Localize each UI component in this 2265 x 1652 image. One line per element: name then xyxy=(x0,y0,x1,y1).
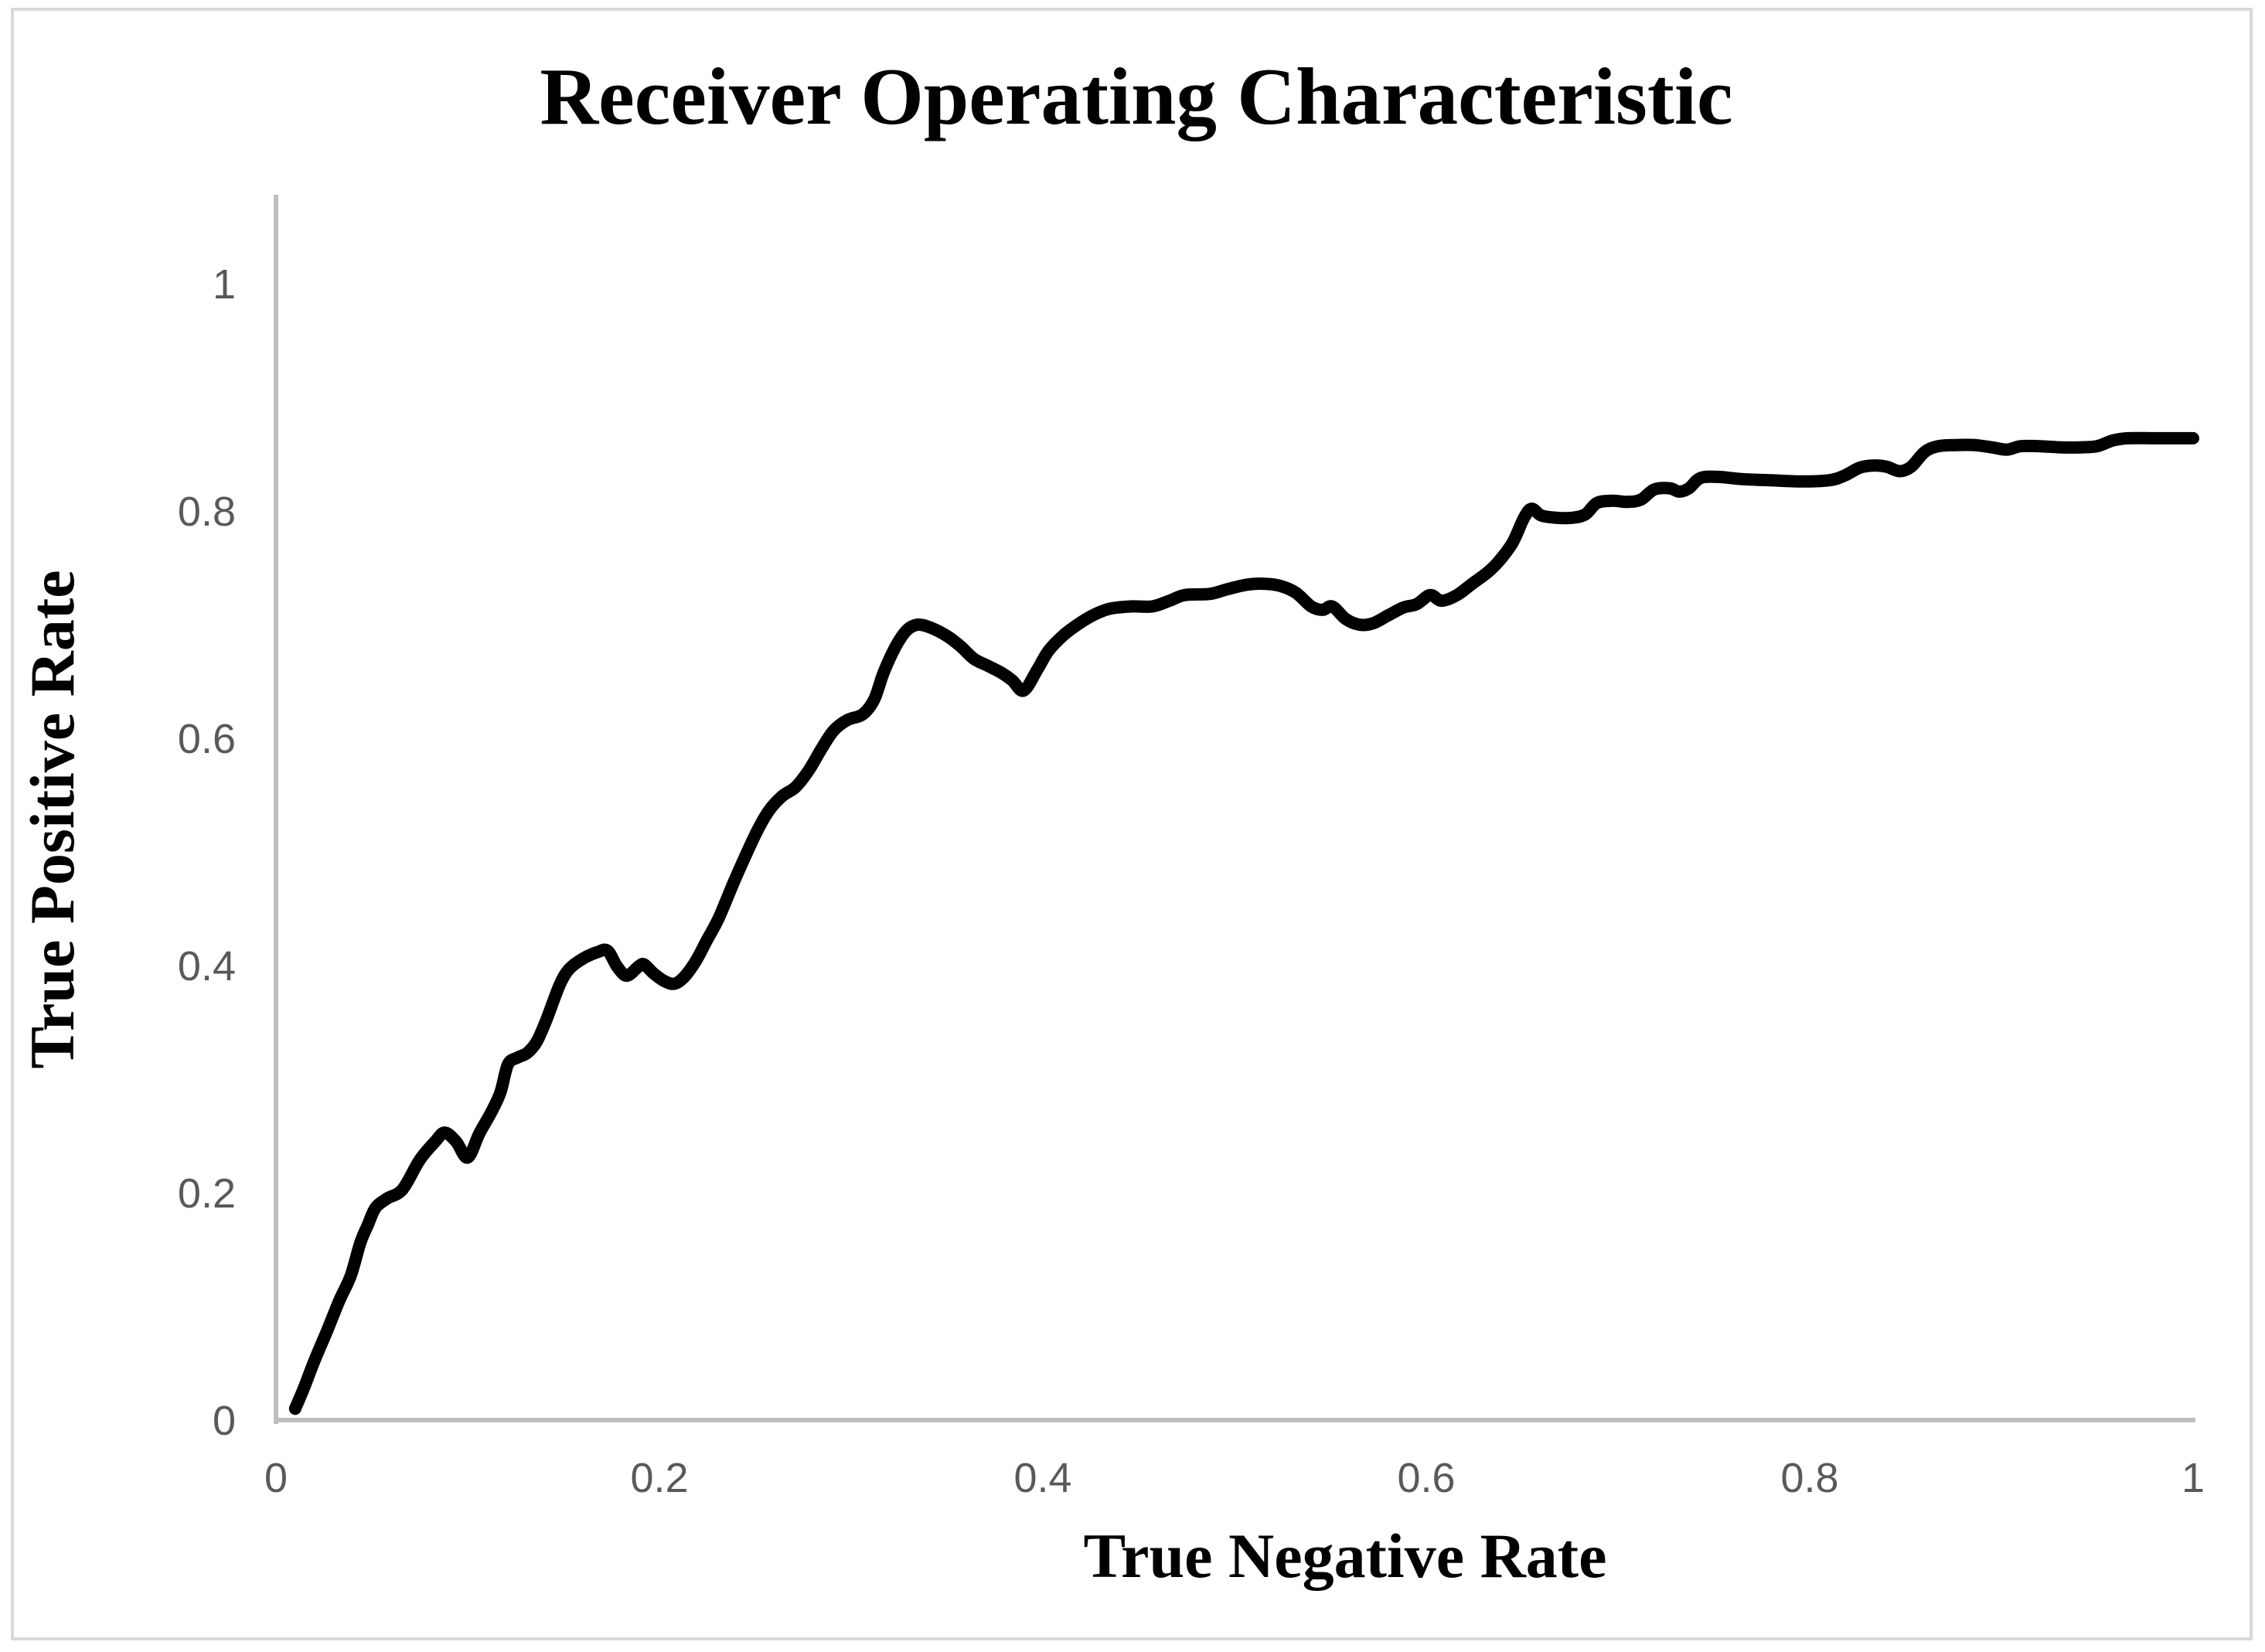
y-tick-label: 0.6 xyxy=(178,716,236,762)
x-tick-label: 0.6 xyxy=(1397,1455,1455,1501)
x-tick-label: 0 xyxy=(264,1455,288,1501)
y-tick-label: 0.2 xyxy=(178,1170,236,1217)
x-tick-label: 1 xyxy=(2182,1455,2205,1501)
figure-border xyxy=(11,8,2253,1640)
y-axis-title: True Positive Rate xyxy=(17,570,87,1068)
x-tick-label: 0.2 xyxy=(630,1455,688,1501)
roc-curve-line xyxy=(288,431,2199,1415)
y-tick-label: 1 xyxy=(213,261,236,308)
y-tick-label: 0 xyxy=(213,1398,236,1444)
x-axis-tick-labels: 0 0.2 0.4 0.6 0.8 1 xyxy=(264,1455,2205,1501)
x-axis-title: True Negative Rate xyxy=(1083,1521,1606,1591)
x-tick-label: 0.8 xyxy=(1780,1455,1838,1501)
y-tick-label: 0.8 xyxy=(178,489,236,535)
chart-title: Receiver Operating Characteristic xyxy=(540,51,1732,141)
x-tick-label: 0.4 xyxy=(1013,1455,1071,1501)
y-axis-tick-labels: 0 0.2 0.4 0.6 0.8 1 xyxy=(178,261,236,1444)
y-tick-label: 0.4 xyxy=(178,943,236,989)
